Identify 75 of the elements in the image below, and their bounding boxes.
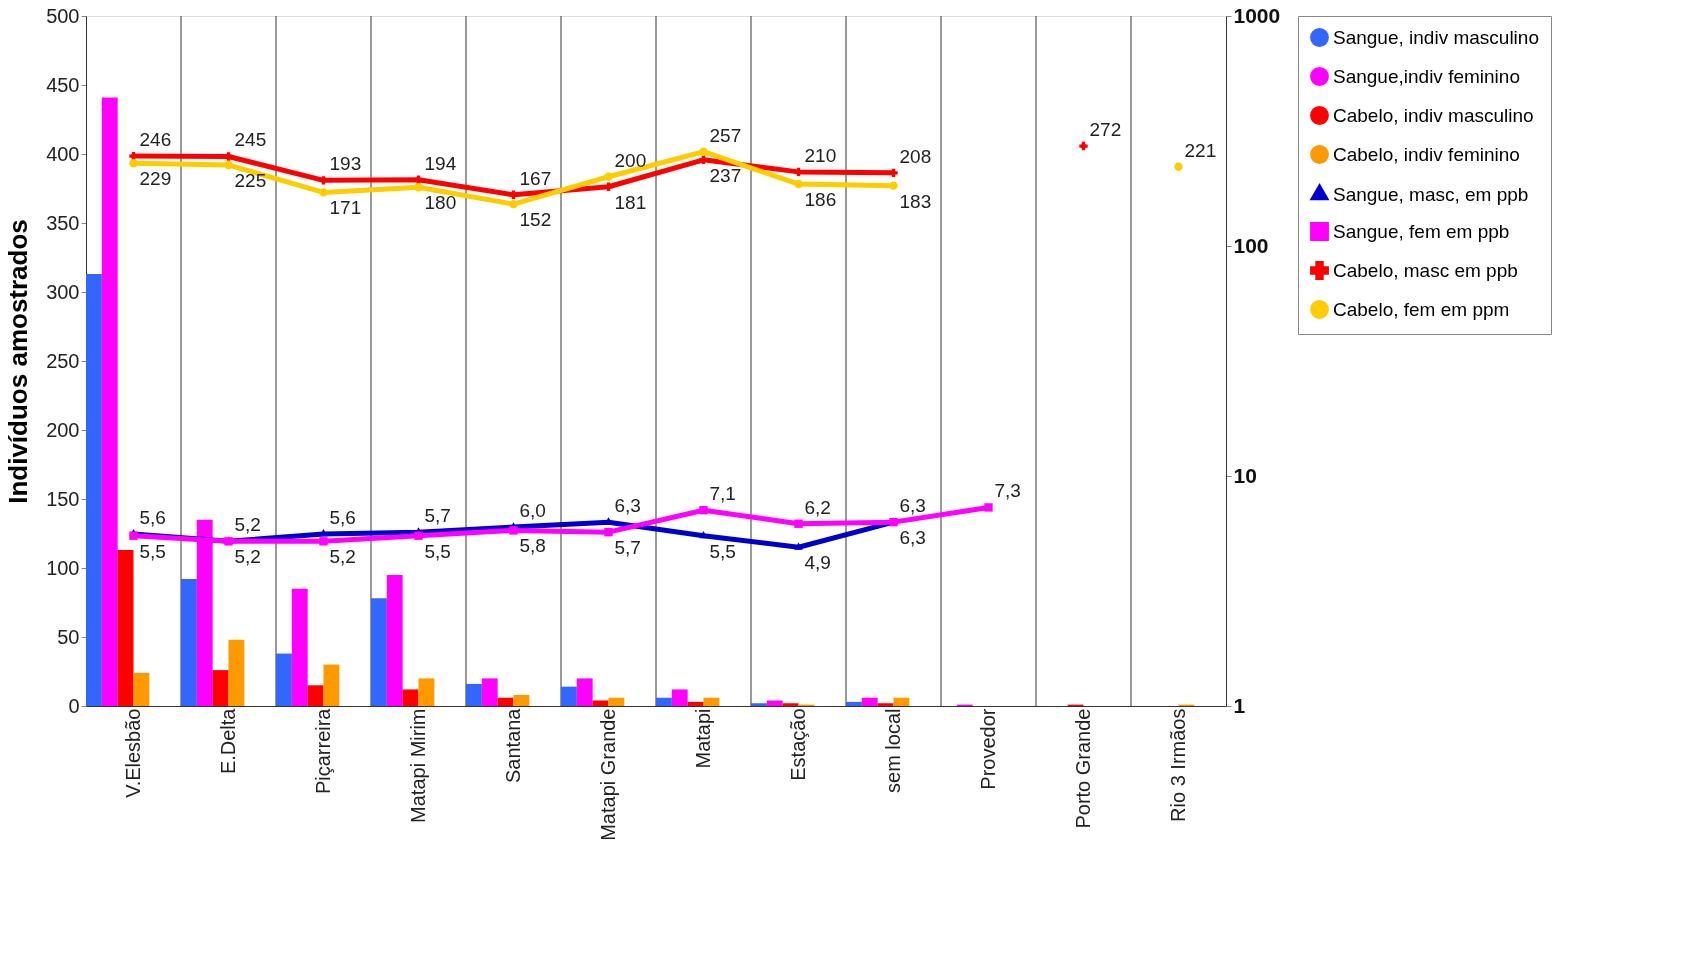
y-tick-label: 500 — [46, 4, 80, 27]
legend-label: Cabelo, indiv feminino — [1333, 143, 1520, 165]
data-label: 6,3 — [899, 527, 926, 549]
x-tick-label: sem local — [881, 708, 904, 793]
data-label: 6,3 — [899, 495, 926, 517]
data-label: 4,9 — [804, 552, 831, 574]
y2-tick-label: 1 — [1233, 693, 1246, 717]
legend-label: Sangue, indiv masculino — [1333, 26, 1539, 48]
data-label: 200 — [614, 149, 647, 171]
y-axis-title: Indivíduos amostrados — [3, 219, 34, 504]
data-label: 272 — [1089, 119, 1122, 141]
y-tick-label: 0 — [68, 694, 80, 717]
data-label: 5,5 — [139, 540, 166, 562]
data-label: 5,5 — [709, 540, 736, 562]
data-label: 257 — [709, 124, 742, 146]
legend-label: Sangue, fem em ppb — [1333, 220, 1510, 242]
legend-label: Cabelo, indiv masculino — [1333, 104, 1534, 126]
data-label: 5,7 — [614, 537, 641, 559]
data-label: 5,2 — [234, 514, 261, 536]
data-label: 167 — [519, 167, 552, 189]
data-label: 208 — [899, 145, 932, 167]
x-tick-label: Piçarreira — [311, 707, 334, 795]
x-tick-label: V.Elesbão — [121, 708, 144, 798]
data-label: 5,6 — [139, 506, 166, 528]
data-label: 221 — [1184, 139, 1217, 161]
legend-label: Cabelo, fem em ppm — [1333, 298, 1510, 320]
data-label: 5,7 — [424, 505, 451, 527]
x-tick-label: Estação — [786, 708, 809, 781]
y2-tick-label: 1000 — [1233, 3, 1281, 27]
x-tick-label: Matapi Grande — [596, 708, 619, 841]
data-label: 5,6 — [329, 506, 356, 528]
y-tick-label: 250 — [46, 349, 80, 372]
data-label: 237 — [709, 164, 742, 186]
data-label: 181 — [614, 191, 647, 213]
y2-tick-label: 100 — [1233, 233, 1269, 257]
legend-label: Sangue,indiv feminino — [1333, 65, 1520, 87]
legend-label: Sangue, masc, em ppb — [1333, 183, 1529, 205]
data-label: 7,1 — [709, 483, 736, 505]
y-tick-label: 100 — [46, 556, 80, 579]
x-tick-label: Santana — [501, 707, 524, 784]
data-label: 210 — [804, 144, 837, 166]
data-label: 6,0 — [519, 500, 546, 522]
data-label: 194 — [424, 152, 457, 174]
data-label: 5,8 — [519, 535, 546, 557]
y-tick-label: 450 — [46, 73, 80, 96]
data-label: 193 — [329, 153, 362, 175]
data-label: 245 — [234, 129, 267, 151]
data-label: 180 — [424, 192, 457, 214]
y-tick-label: 300 — [46, 280, 80, 303]
data-label: 5,2 — [234, 546, 261, 568]
legend-label: Cabelo, masc em ppb — [1333, 259, 1518, 281]
data-label: 5,5 — [424, 540, 451, 562]
data-label: 171 — [329, 197, 362, 219]
data-label: 7,3 — [994, 480, 1021, 502]
x-tick-label: Rio 3 Irmãos — [1166, 708, 1189, 822]
y-tick-label: 400 — [46, 142, 80, 165]
x-tick-label: Matapi Mirim — [406, 708, 429, 823]
y-tick-label: 150 — [46, 487, 80, 510]
y-tick-label: 350 — [46, 211, 80, 234]
data-label: 6,3 — [614, 495, 641, 517]
data-label: 152 — [519, 209, 552, 231]
x-tick-label: Porto Grande — [1071, 708, 1094, 829]
y-tick-label: 200 — [46, 418, 80, 441]
data-label: 5,2 — [329, 546, 356, 568]
x-tick-label: E.Delta — [216, 707, 239, 775]
data-label: 183 — [899, 190, 932, 212]
data-label: 6,2 — [804, 496, 831, 518]
x-tick-label: Provedor — [976, 708, 999, 790]
data-label: 186 — [804, 189, 837, 211]
data-label: 225 — [234, 170, 267, 191]
y2-tick-label: 10 — [1233, 463, 1257, 487]
y-tick-label: 50 — [57, 625, 80, 648]
data-label: 246 — [139, 129, 172, 151]
x-tick-label: Matapi — [691, 708, 714, 769]
data-label: 229 — [139, 168, 172, 190]
